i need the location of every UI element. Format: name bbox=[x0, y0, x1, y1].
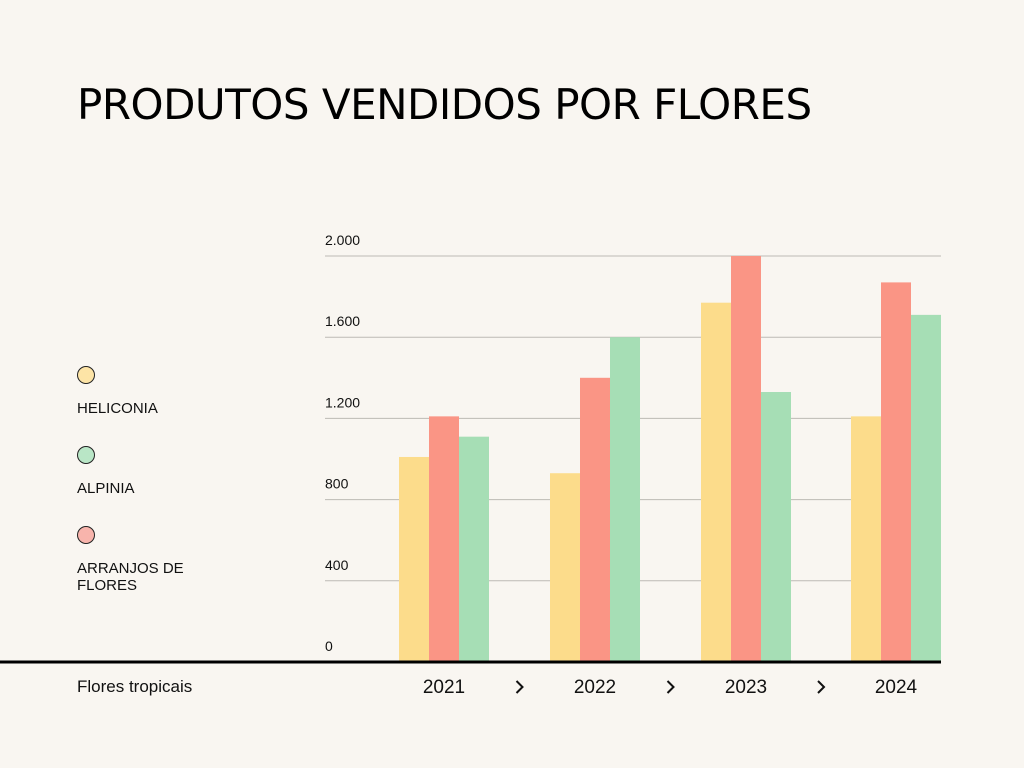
y-tick-label: 1.200 bbox=[325, 394, 360, 410]
bars bbox=[399, 256, 941, 662]
bar-2021-heliconia bbox=[399, 456, 429, 662]
bar-2023-heliconia bbox=[701, 302, 731, 662]
bar-2022-alpinia bbox=[610, 337, 640, 662]
x-tick-label-2023: 2023 bbox=[725, 677, 767, 698]
x-axis-label: Flores tropicais bbox=[77, 677, 193, 696]
chart-title: PRODUTOS VENDIDOS POR FLORES bbox=[77, 80, 812, 129]
bar-2021-alpinia bbox=[459, 436, 489, 662]
y-tick-label: 0 bbox=[325, 638, 333, 654]
bar-2024-alpinia bbox=[911, 314, 941, 662]
legend-swatch-alpinia bbox=[77, 446, 95, 464]
legend-label-arranjos-de-flores: ARRANJOS DE FLORES bbox=[77, 560, 184, 594]
category-arrows bbox=[515, 680, 826, 694]
chevron-right-icon bbox=[515, 680, 524, 694]
bar-2022-heliconia bbox=[550, 473, 580, 662]
bar-2024-heliconia bbox=[851, 416, 881, 662]
y-tick-label: 800 bbox=[325, 476, 349, 492]
legend-swatch-heliconia bbox=[77, 366, 95, 384]
chevron-right-icon bbox=[666, 680, 675, 694]
x-tick-label-2022: 2022 bbox=[574, 677, 616, 698]
x-tick-labels: 2021 2022 2023 2024 bbox=[423, 677, 918, 698]
x-tick-label-2024: 2024 bbox=[875, 677, 918, 698]
legend-label-heliconia: HELICONIA bbox=[77, 400, 158, 417]
bar-2022-arranjos-de-flores bbox=[580, 377, 610, 662]
bar-2023-alpinia bbox=[761, 392, 791, 662]
bar-2021-arranjos-de-flores bbox=[429, 416, 459, 662]
legend-swatch-arranjos-de-flores bbox=[77, 526, 95, 544]
x-tick-label-2021: 2021 bbox=[423, 677, 465, 698]
bar-2024-arranjos-de-flores bbox=[881, 282, 911, 662]
legend-label-alpinia: ALPINIA bbox=[77, 480, 135, 497]
bar-2023-arranjos-de-flores bbox=[731, 256, 761, 662]
y-tick-label: 2.000 bbox=[325, 232, 360, 248]
y-tick-labels: 0 400 800 1.200 1.600 2.000 bbox=[325, 232, 360, 654]
y-tick-label: 400 bbox=[325, 557, 349, 573]
chevron-right-icon bbox=[817, 680, 826, 694]
y-tick-label: 1.600 bbox=[325, 313, 360, 329]
